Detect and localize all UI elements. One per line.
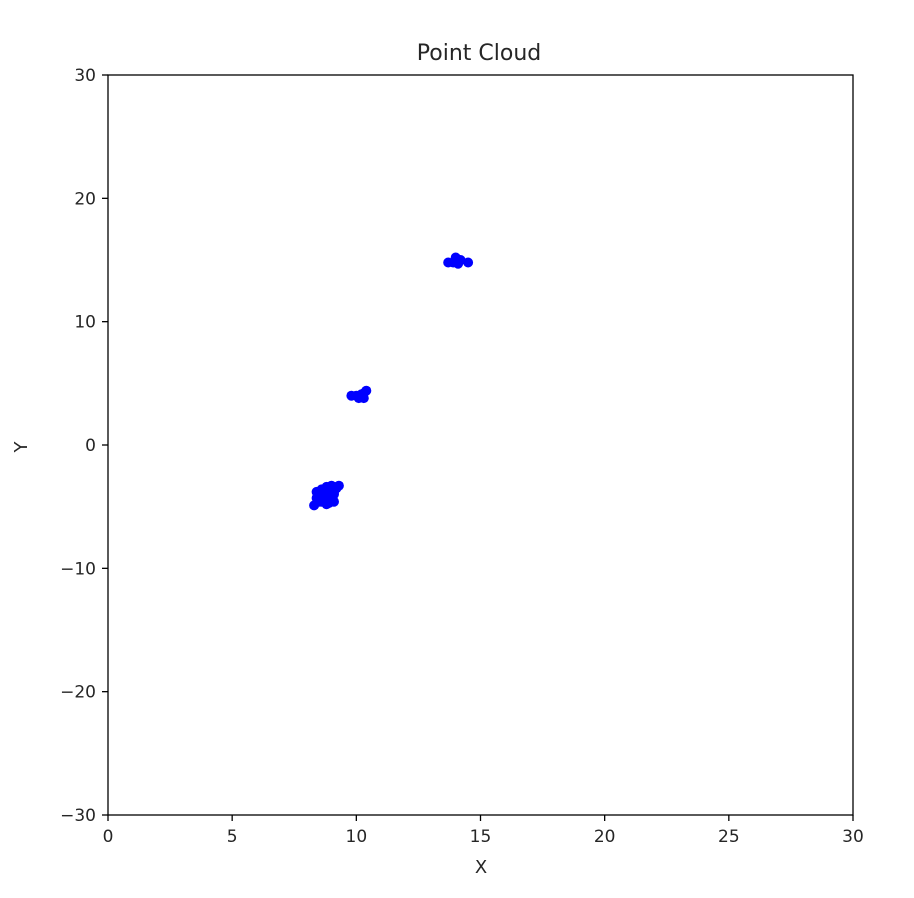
chart-title: Point Cloud	[417, 41, 541, 66]
y-tick-label: 10	[74, 313, 96, 333]
y-tick-label: 0	[85, 436, 96, 456]
y-tick-label: 20	[74, 189, 96, 209]
x-tick-label: 15	[470, 827, 492, 847]
y-tick-label: −20	[60, 683, 96, 703]
y-tick-label: −10	[60, 559, 96, 579]
x-tick-label: 25	[718, 827, 740, 847]
x-axis: 0 5 10 15 20 25 30	[103, 815, 864, 847]
data-point	[358, 388, 369, 399]
x-axis-label: X	[475, 857, 487, 878]
data-point	[329, 486, 339, 497]
x-tick-label: 10	[346, 827, 368, 847]
x-tick-label: 0	[103, 827, 114, 847]
y-tick-label: 30	[74, 66, 96, 86]
x-tick-label: 30	[842, 827, 864, 847]
data-point	[463, 257, 474, 268]
x-tick-label: 20	[594, 827, 616, 847]
plot-area-frame	[107, 74, 854, 816]
data-point	[324, 498, 334, 508]
data-point	[314, 488, 325, 499]
data-points	[309, 252, 474, 511]
y-axis-label: Y	[11, 441, 32, 454]
y-tick-label: −30	[60, 806, 96, 826]
y-axis: 30 20 10 0 −10 −20 −30	[60, 66, 108, 826]
x-tick-label: 5	[227, 827, 238, 847]
